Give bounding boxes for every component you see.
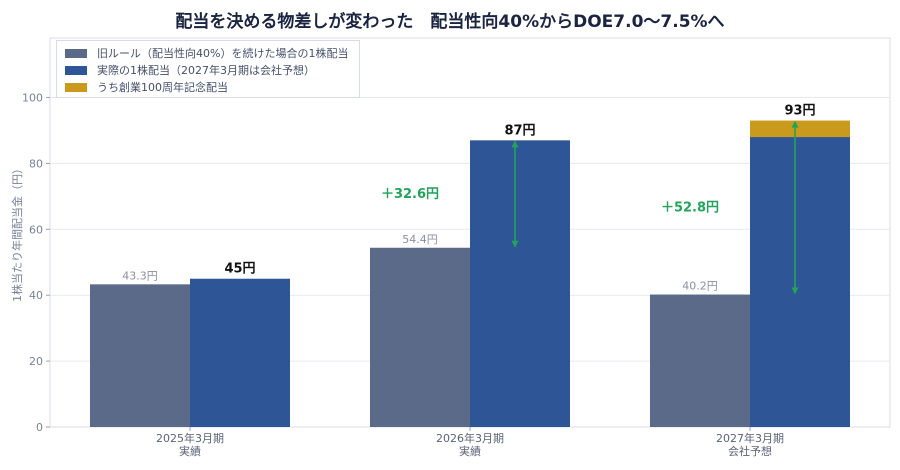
bar-label-total: 87円 (504, 123, 535, 138)
legend-label-actual: 実際の1株配当（2027年3月期は会社予想） (97, 64, 315, 77)
bar-label-old-rule: 54.4円 (402, 233, 438, 246)
legend: 旧ルール（配当性向40%）を続けた場合の1株配当 実際の1株配当（2027年3月… (56, 40, 360, 98)
x-tick-label-sub: 会社予想 (728, 444, 772, 458)
difference-label: ＋52.8円 (661, 201, 719, 216)
x-tick-label: 2025年3月期 (156, 431, 224, 445)
legend-swatch-old-rule (65, 48, 87, 58)
bar-old-rule (650, 294, 750, 427)
y-tick-label: 20 (29, 355, 43, 368)
legend-item-anniversary: うち創業100周年記念配当 (65, 80, 228, 94)
legend-label-anniversary: うち創業100周年記念配当 (97, 81, 228, 94)
legend-label-old-rule: 旧ルール（配当性向40%）を続けた場合の1株配当 (97, 47, 349, 60)
bar-label-old-rule: 40.2円 (682, 280, 718, 293)
difference-label: ＋32.6円 (381, 187, 439, 202)
bar-old-rule (90, 284, 190, 427)
difference-arrow-head-down (791, 287, 799, 295)
y-tick-label: 80 (29, 157, 43, 170)
legend-swatch-actual (65, 65, 87, 75)
y-axis-label: 1株当たり年間配当金（円） (10, 163, 24, 302)
x-tick-label-sub: 実績 (459, 444, 481, 458)
x-tick-label: 2027年3月期 (716, 431, 784, 445)
bar-label-total: 45円 (224, 262, 255, 277)
bar-label-old-rule: 43.3円 (122, 269, 158, 282)
bar-label-total: 93円 (784, 104, 815, 119)
x-tick-label: 2026年3月期 (436, 431, 504, 445)
y-tick-label: 100 (22, 92, 43, 105)
x-tick-label-sub: 実績 (179, 444, 201, 458)
bar-actual (470, 140, 570, 427)
difference-arrow-head-up (511, 140, 519, 148)
bar-actual (190, 278, 290, 427)
y-tick-label: 0 (36, 421, 43, 434)
difference-arrow-head-down (511, 240, 519, 248)
y-tick-label: 40 (29, 289, 43, 302)
bar-old-rule (370, 247, 470, 427)
difference-arrow-head-up (791, 120, 799, 128)
bar-actual (750, 137, 850, 428)
legend-item-old-rule: 旧ルール（配当性向40%）を続けた場合の1株配当 (65, 46, 348, 60)
chart-title: 配当を決める物差しが変わった 配当性向40%からDOE7.0〜7.5%へ (175, 12, 725, 32)
legend-swatch-anniversary (65, 82, 87, 92)
legend-item-actual: 実際の1株配当（2027年3月期は会社予想） (65, 63, 315, 77)
y-tick-label: 60 (29, 223, 43, 236)
bar-anniversary (750, 120, 850, 138)
